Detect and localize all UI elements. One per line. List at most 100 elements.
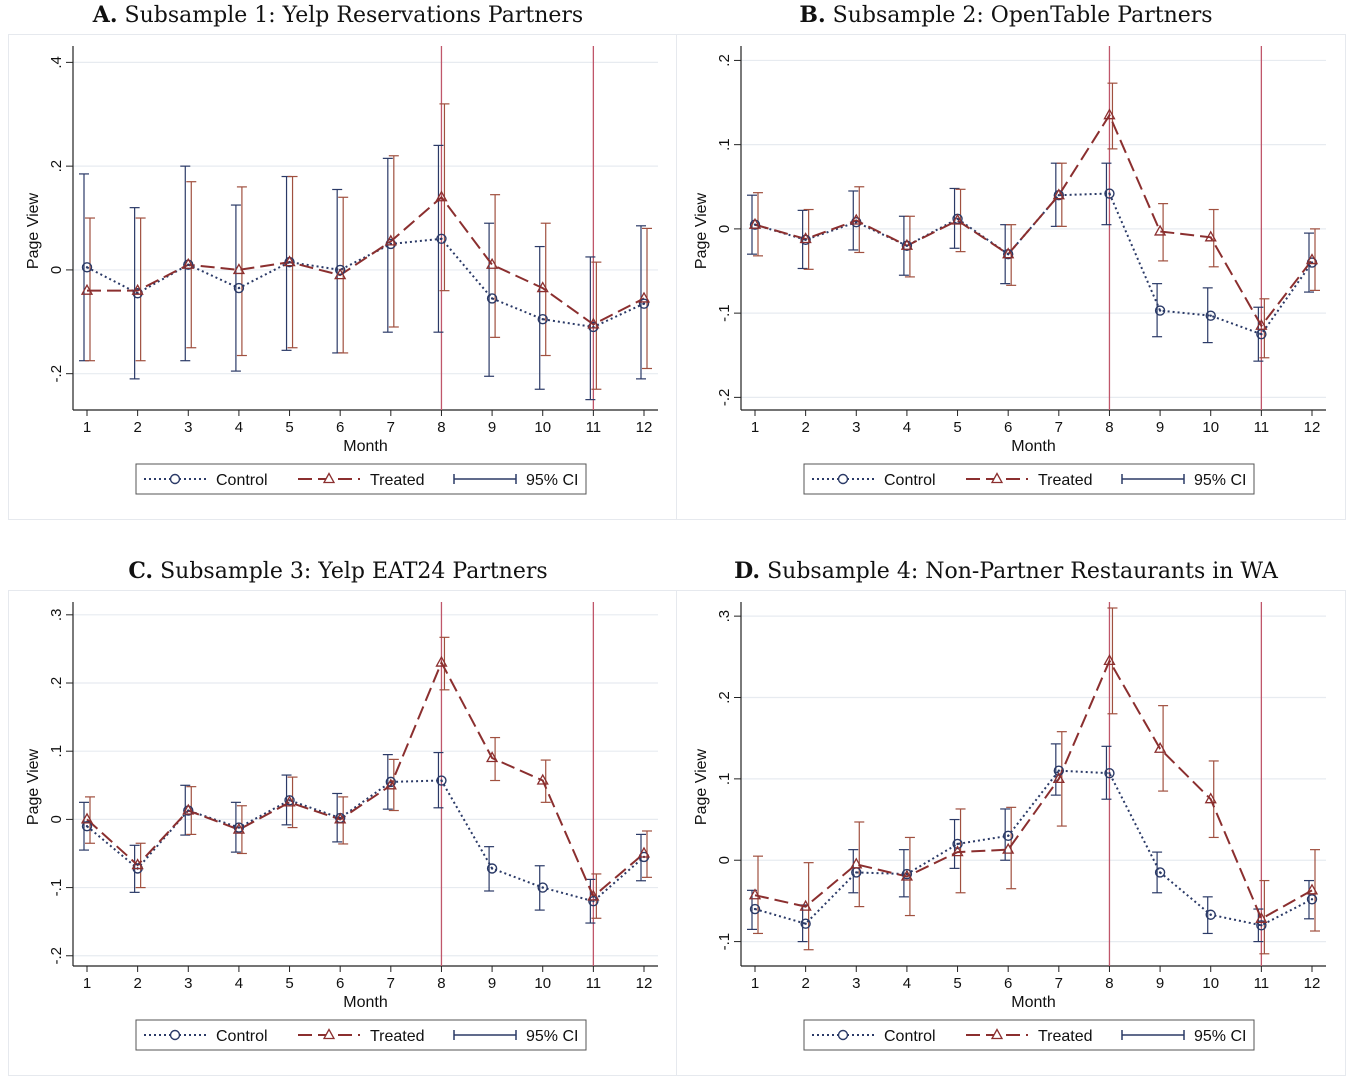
x-tick-label: 10 [534, 419, 551, 436]
legend-control-marker [837, 473, 849, 485]
x-tick-label: 9 [1156, 975, 1164, 992]
control-point [233, 282, 245, 294]
x-tick-label: 7 [1055, 975, 1063, 992]
control-point [952, 838, 963, 850]
control-point [800, 234, 811, 246]
x-tick-label: 8 [437, 419, 445, 436]
control-point [436, 775, 447, 786]
treated-point [536, 281, 549, 293]
x-tick-label: 6 [1004, 975, 1012, 992]
control-point [1002, 830, 1014, 842]
control-point-dot [642, 302, 646, 305]
control-point [385, 776, 397, 788]
treated-point [951, 845, 964, 857]
control-point-dot [187, 263, 190, 266]
panel-title: B. Subsample 2: OpenTable Partners [799, 2, 1213, 28]
control-point-dot [804, 922, 807, 925]
control-point [1205, 310, 1216, 321]
x-tick-label: 7 [1055, 419, 1063, 436]
treated-point [232, 822, 246, 834]
y-tick-label: -.1 [716, 304, 733, 322]
control-point [638, 298, 650, 309]
legend-control-marker [837, 1029, 849, 1041]
treated-point [850, 213, 863, 225]
control-point [588, 896, 599, 907]
treated-point [232, 263, 246, 275]
control-point [1256, 920, 1267, 931]
legend-control-label: Control [216, 472, 268, 489]
treated-point [283, 795, 296, 807]
legend-control-marker [169, 1029, 181, 1041]
y-axis-label: Page View [693, 748, 710, 825]
control-point-dot [956, 217, 959, 220]
y-tick-label: .1 [716, 138, 733, 151]
x-tick-label: 7 [387, 419, 395, 436]
control-point-dot [592, 900, 595, 903]
treated-point [1153, 224, 1167, 236]
treated-point [1305, 253, 1319, 265]
legend-treated-label: Treated [370, 1028, 425, 1045]
control-point-dot [956, 842, 959, 846]
control-point-dot [187, 809, 190, 812]
legend-treated-marker [322, 1028, 336, 1040]
y-tick-label: .3 [716, 610, 733, 623]
x-tick-label: 4 [903, 419, 911, 436]
legend-treated-label: Treated [1038, 1028, 1093, 1045]
x-tick-label: 8 [1105, 419, 1113, 436]
x-tick-label: 10 [534, 975, 551, 992]
control-point-dot [1057, 769, 1061, 772]
legend-treated-marker [990, 472, 1004, 484]
control-point [749, 903, 761, 915]
x-tick-label: 3 [852, 975, 860, 992]
x-axis-label: Month [343, 994, 387, 1011]
control-point-dot [541, 318, 544, 321]
control-point [1306, 894, 1318, 905]
treated-point [1153, 741, 1167, 753]
treated-point [587, 889, 600, 901]
legend-control-label: Control [884, 1028, 936, 1045]
control-point-dot [440, 237, 443, 240]
x-tick-label: 4 [235, 419, 243, 436]
y-axis-label: Page View [693, 192, 710, 269]
x-tick-label: 2 [133, 975, 141, 992]
treated-point [485, 751, 499, 763]
control-point [81, 821, 93, 832]
control-point-dot [1057, 194, 1061, 197]
y-tick-label: .4 [48, 56, 65, 69]
treated-point [334, 812, 347, 824]
control-point [901, 868, 913, 880]
treated-point [1002, 842, 1015, 854]
control-point-dot [440, 779, 443, 782]
y-tick-label: -.2 [48, 365, 65, 383]
x-tick-label: 2 [801, 419, 809, 436]
control-point-dot [288, 799, 291, 802]
treated-point [748, 217, 762, 229]
series-line-control [754, 769, 1313, 927]
treated-point [1255, 318, 1268, 330]
x-tick-label: 1 [751, 419, 759, 436]
treated-point [799, 232, 812, 244]
y-tick-label: 0 [48, 815, 65, 823]
treated-point [799, 899, 812, 911]
treated-point [334, 268, 347, 280]
x-tick-label: 6 [1004, 419, 1012, 436]
control-point [1205, 909, 1216, 920]
control-point-dot [905, 872, 909, 876]
x-tick-label: 6 [336, 419, 344, 436]
x-tick-label: 9 [1156, 419, 1164, 436]
series-line-control [86, 779, 645, 903]
panel-d: D. Subsample 4: Non-Partner Restaurants … [676, 558, 1346, 1078]
control-point-dot [85, 266, 89, 269]
x-tick-label: 11 [1254, 419, 1270, 436]
control-point [81, 262, 93, 273]
control-point [1053, 765, 1065, 776]
control-point-dot [753, 223, 757, 226]
y-tick-label: -.2 [48, 947, 65, 965]
legend-treated-marker [322, 472, 336, 484]
x-tick-label: 7 [387, 975, 395, 992]
y-tick-label: .2 [48, 160, 65, 173]
control-point-dot [1260, 332, 1263, 336]
panel-title: A. Subsample 1: Yelp Reservations Partne… [92, 2, 584, 28]
treated-point [637, 846, 651, 858]
control-point-dot [490, 297, 494, 300]
